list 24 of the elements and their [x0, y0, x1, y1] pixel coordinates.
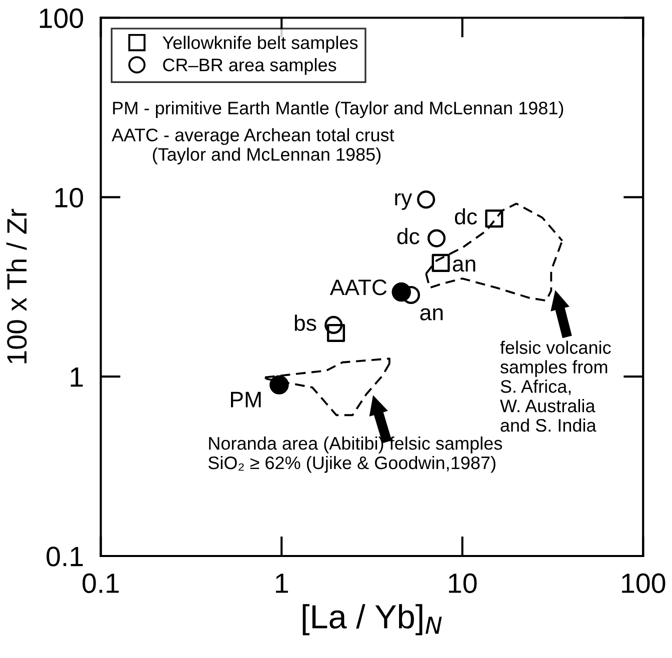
y-tick-label: 0.1 — [46, 546, 83, 566]
annotation: Noranda area (Abitibi) felsic samples SiO₂ ≥ 62% (Ujike & Goodwin,1987) — [208, 436, 502, 473]
annotation: PM — [231, 392, 261, 408]
annotation: felsic volcanic samples from S. Africa, W. Australia and S. India — [500, 340, 611, 432]
y-axis-title: 100 x Th / Zr — [6, 208, 27, 364]
legend-label: CR–BR area samples — [163, 58, 336, 75]
x-tick-label: 10 — [449, 573, 477, 594]
annotation: ry — [395, 193, 412, 210]
legend-label: Yellowknife belt samples — [162, 36, 358, 53]
annotation: bs — [294, 314, 316, 331]
annotation: dc — [397, 228, 420, 244]
annotation: AATC — [330, 279, 387, 296]
annotation: AATC - average Archean total crust (Taylor and McLennan 1985) — [112, 128, 394, 164]
annotation: an — [420, 308, 443, 320]
x-tick-label: 100 — [622, 573, 666, 594]
annotation: an — [452, 260, 476, 272]
annotation: PM - primitive Earth Mantle (Taylor and McLennan 1981) — [113, 101, 564, 118]
y-tick-label: 1 — [70, 368, 83, 387]
x-tick-label: 0.1 — [82, 573, 119, 594]
y-tick-label: 10 — [55, 188, 84, 208]
x-axis-title: [La / Yb]$_{N}$ — [302, 604, 442, 636]
x-tick-label: 1 — [276, 574, 288, 593]
y-tick-label: 100 — [40, 8, 84, 28]
annotation: dc — [454, 208, 477, 225]
